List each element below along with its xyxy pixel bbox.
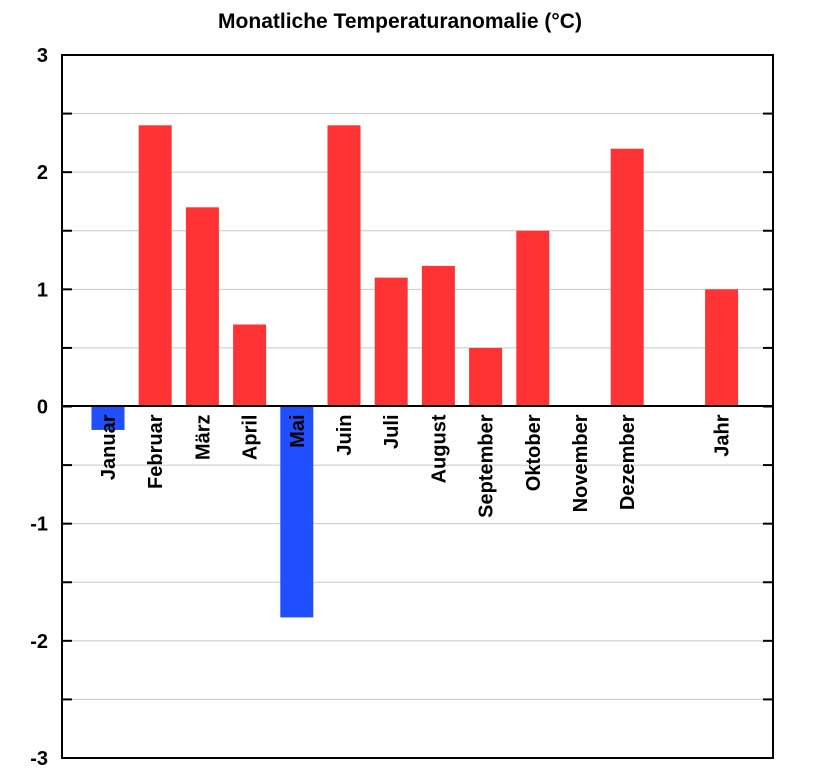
y-tick-label: -3 (30, 748, 48, 770)
y-tick-label: -2 (30, 631, 48, 653)
bar-september (469, 347, 503, 407)
x-tick-label: Jahr (712, 414, 734, 456)
bar-juli (374, 277, 408, 407)
x-tick-label: August (428, 414, 450, 483)
y-tick-label: 3 (37, 45, 48, 67)
bar-august (421, 265, 455, 407)
x-tick-label: Juli (381, 415, 403, 449)
x-tick-label: Dezember (617, 414, 639, 510)
x-tick-label: September (476, 414, 498, 518)
bar-juin (327, 125, 361, 407)
x-tick-label: Oktober (523, 414, 545, 491)
bar-oktober (516, 230, 550, 407)
bar-januar (91, 406, 125, 430)
bar-märz (185, 207, 219, 407)
y-tick-label: 1 (37, 279, 48, 301)
bar-februar (138, 125, 172, 407)
y-tick-label: -1 (30, 514, 48, 536)
x-tick-label: Januar (98, 414, 120, 480)
chart-title: Monatliche Temperaturanomalie (°C) (218, 10, 582, 33)
bar-april (233, 324, 267, 407)
x-tick-label: Februar (145, 414, 167, 489)
bar-jahr (705, 289, 739, 407)
x-tick-label: März (192, 415, 214, 461)
x-tick-label: Mai (287, 415, 309, 448)
x-tick-label: April (240, 415, 262, 461)
y-tick-label: 2 (37, 162, 48, 184)
bar-mai (280, 406, 314, 618)
x-tick-label: November (570, 414, 592, 512)
bar-dezember (610, 148, 644, 407)
y-tick-label: 0 (37, 397, 48, 419)
x-tick-label: Juin (334, 415, 356, 456)
